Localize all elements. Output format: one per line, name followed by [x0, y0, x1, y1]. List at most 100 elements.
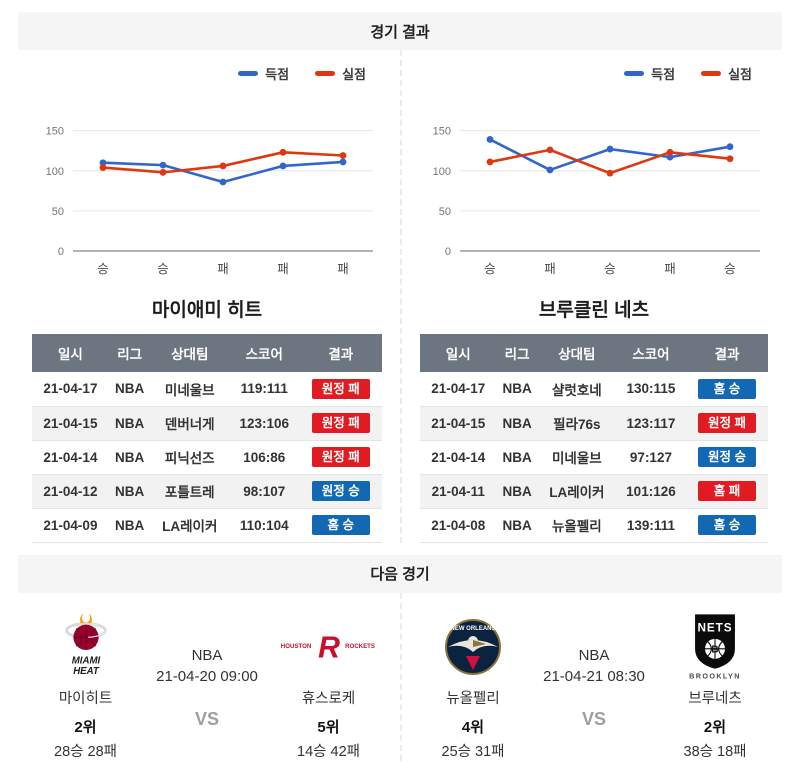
away-team-block: HOUSTON R ROCKETS 휴스로케 5위 14승 42패	[263, 611, 394, 761]
svg-text:100: 100	[433, 166, 451, 178]
results-columns: 득점 실점 0 50 100 150 승 승 패 패 패 마이애미 히트 일시 리그 상대팀 스…	[14, 50, 786, 543]
team-name: 휴스로케	[301, 690, 356, 707]
match-info-block: NBA 21-04-21 08:30 VS	[538, 611, 650, 761]
cell-result: 홈 승	[685, 508, 768, 543]
table-row: 21-04-14 NBA 피닉선즈 106:86 원정 패	[32, 440, 382, 475]
table-row: 21-04-15 NBA 덴버너게 123:106 원정 패	[32, 406, 382, 441]
cell-opponent: 덴버너게	[150, 406, 230, 441]
team-rank: 2위	[74, 718, 97, 736]
miami-panel: 득점 실점 0 50 100 150 승 승 패 패 패 마이애미 히트 일시 리그 상대팀 스…	[14, 50, 400, 543]
result-badge: 원정 패	[311, 412, 370, 434]
col-header-date: 일시	[32, 334, 109, 372]
result-badge: 원정 패	[311, 446, 370, 468]
svg-text:ROCKETS: ROCKETS	[345, 642, 375, 649]
result-badge: 홈 승	[697, 378, 756, 399]
table-header-row: 일시 리그 상대팀 스코어 결과	[420, 334, 768, 372]
legend-conceded-label: 실점	[342, 67, 366, 82]
cell-result: 홈 패	[685, 474, 768, 509]
svg-text:NETS: NETS	[697, 621, 732, 634]
cell-league: NBA	[108, 474, 151, 509]
svg-text:R: R	[318, 631, 340, 664]
cell-result: 홈 승	[685, 372, 768, 407]
cell-opponent: 필라76s	[537, 406, 616, 441]
table-row: 21-04-17 NBA 샬럿호네 130:115 홈 승	[420, 372, 768, 407]
col-header-score: 스코어	[615, 334, 686, 372]
svg-text:NEW ORLEANS: NEW ORLEANS	[451, 626, 496, 632]
scored-line-swatch-icon	[624, 71, 645, 76]
legend-conceded-label: 실점	[728, 67, 752, 82]
svg-text:패: 패	[664, 262, 676, 276]
col-header-score: 스코어	[229, 334, 300, 372]
cell-result: 원정 승	[299, 474, 382, 509]
brooklyn-nets-logo: NETS B BROOKLYN	[686, 611, 744, 683]
table-row: 21-04-14 NBA 미네울브 97:127 원정 승	[420, 440, 768, 475]
home-team-block: MIAMI HEAT 마이히트 2위 28승 28패	[20, 611, 151, 761]
table-row: 21-04-11 NBA LA레이커 101:126 홈 패	[420, 474, 768, 509]
vs-label: VS	[194, 708, 219, 729]
cell-league: NBA	[108, 372, 151, 407]
legend-scored-label: 득점	[265, 67, 290, 82]
results-chart-brooklyn: 0 50 100 150 승 패 승 패 승	[433, 126, 760, 276]
team-name: 마이히트	[58, 690, 113, 707]
results-table-miami: 일시 리그 상대팀 스코어 결과 21-04-17 NBA 미네울브 119:1…	[32, 334, 382, 543]
cell-result: 홈 승	[299, 508, 382, 543]
result-badge: 홈 패	[697, 480, 756, 502]
cell-league: NBA	[496, 474, 538, 509]
col-header-result: 결과	[299, 334, 382, 372]
next-games-section-header: 다음 경기	[18, 554, 782, 593]
team-rank: 5위	[317, 718, 340, 736]
cell-score: 106:86	[229, 440, 300, 475]
cell-league: NBA	[108, 440, 151, 475]
cell-league: NBA	[496, 508, 538, 543]
next-games-columns: MIAMI HEAT 마이히트 2위 28승 28패 NBA 21-04-20 …	[14, 592, 786, 761]
cell-score: 98:107	[229, 474, 300, 509]
match-info-block: NBA 21-04-20 09:00 VS	[151, 611, 263, 761]
cell-date: 21-04-11	[420, 474, 497, 509]
cell-date: 21-04-15	[420, 406, 497, 441]
team-title-brooklyn: 브루클린 네츠	[538, 300, 650, 321]
cell-opponent: 미네울브	[150, 372, 230, 407]
legend-conceded: 실점	[315, 64, 366, 83]
cell-opponent: LA레이커	[537, 474, 616, 509]
team-title-miami: 마이애미 히트	[151, 300, 263, 321]
result-badge: 홈 승	[697, 514, 756, 536]
table-row: 21-04-08 NBA 뉴올펠리 139:111 홈 승	[420, 508, 768, 543]
conceded-line-swatch-icon	[315, 71, 336, 76]
cell-date: 21-04-14	[420, 440, 497, 475]
svg-text:승: 승	[604, 262, 616, 276]
cell-opponent: 미네울브	[537, 440, 616, 475]
next-game-card-miami-houston: MIAMI HEAT 마이히트 2위 28승 28패 NBA 21-04-20 …	[14, 593, 400, 761]
cell-league: NBA	[496, 440, 538, 475]
chart-legend-brooklyn: 득점 실점	[408, 64, 752, 83]
cell-date: 21-04-08	[420, 508, 497, 543]
col-header-opponent: 상대팀	[150, 334, 230, 372]
away-team-block: NETS B BROOKLYN 브루네츠 2위 38승 18패	[650, 611, 780, 761]
cell-opponent: 포틀트레	[150, 474, 230, 509]
cell-score: 139:111	[615, 508, 686, 543]
svg-text:MIAMI: MIAMI	[71, 655, 100, 666]
svg-text:50: 50	[439, 206, 451, 218]
team-record: 28승 28패	[54, 743, 117, 760]
result-badge: 원정 승	[311, 480, 370, 502]
svg-text:BROOKLYN: BROOKLYN	[689, 671, 741, 680]
cell-score: 123:117	[615, 406, 686, 441]
cell-result: 원정 패	[299, 440, 382, 475]
miami-heat-logo: MIAMI HEAT	[55, 611, 117, 683]
cell-result: 원정 패	[685, 406, 768, 441]
new-orleans-pelicans-logo: NEW ORLEANS	[441, 611, 505, 683]
results-table-brooklyn: 일시 리그 상대팀 스코어 결과 21-04-17 NBA 샬럿호네 130:1…	[420, 334, 768, 543]
home-team-block: NEW ORLEANS 뉴올펠리 4위 25승 31패	[408, 611, 538, 761]
svg-text:0: 0	[445, 246, 451, 258]
col-header-result: 결과	[685, 334, 768, 372]
team-record: 38승 18패	[683, 743, 747, 760]
cell-date: 21-04-14	[32, 440, 109, 475]
cell-opponent: 뉴올펠리	[537, 508, 616, 543]
team-record: 14승 42패	[297, 743, 360, 760]
cell-result: 원정 패	[299, 406, 382, 441]
team-name: 뉴올펠리	[446, 690, 500, 707]
table-row: 21-04-15 NBA 필라76s 123:117 원정 패	[420, 406, 768, 441]
scored-line-swatch-icon	[238, 71, 259, 76]
cell-date: 21-04-15	[32, 406, 109, 441]
cell-opponent: LA레이커	[150, 508, 230, 543]
col-header-date: 일시	[420, 334, 497, 372]
